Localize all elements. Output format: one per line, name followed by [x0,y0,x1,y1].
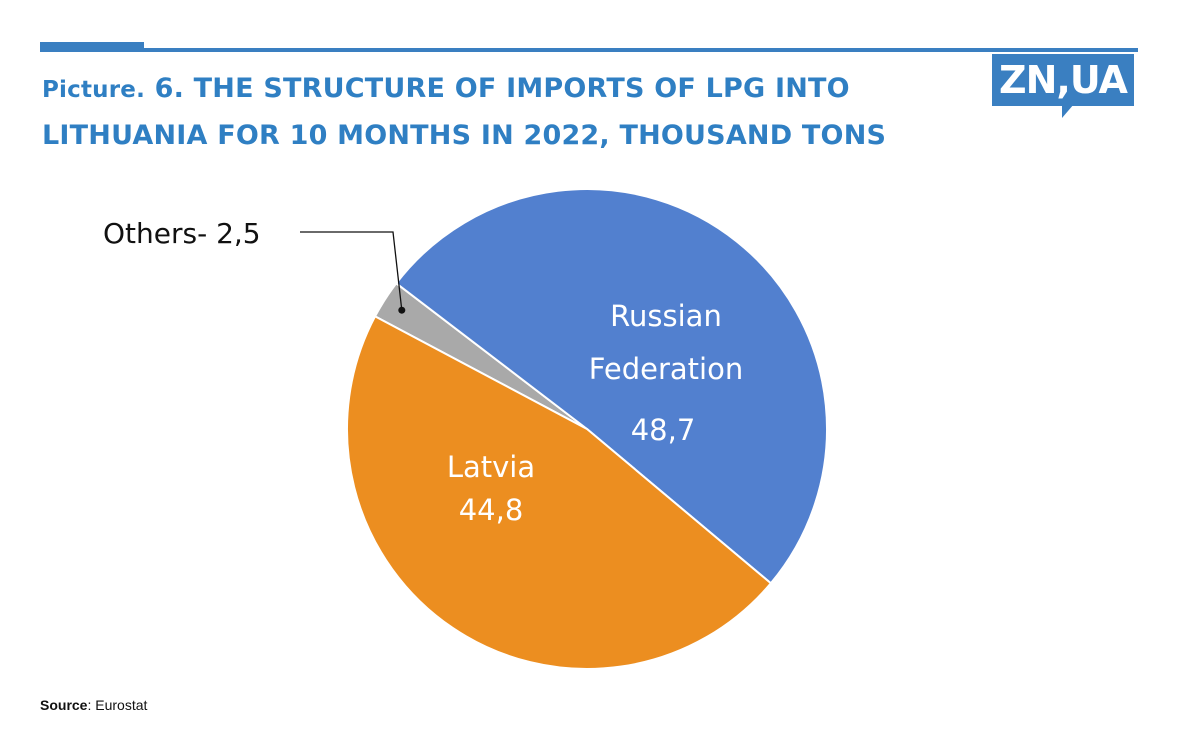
slice-value-latvia: 44,8 [459,493,524,527]
source-note: Source: Eurostat [40,697,147,713]
source-label: Source [40,697,88,713]
pie-slice-russian-federation [394,188,829,585]
header-rule [40,48,1138,52]
source-text: : Eurostat [87,697,148,713]
slice-label-russian-federation-line-1: Russian [610,299,722,333]
slice-value-russian-federation: 48,7 [631,413,696,447]
others-leader-line [300,231,403,311]
chart-title-prefix: Picture. [42,77,146,103]
slice-label-others: Others- 2,5 [103,217,261,250]
chart-title: Picture. 6. THE STRUCTURE OF IMPORTS OF … [42,66,962,158]
header-rule-accent [40,42,144,52]
slice-label-russian-federation-line-2: Federation [589,352,743,386]
chart-title-main: 6. THE STRUCTURE OF IMPORTS OF LPG INTO … [42,73,887,151]
logo-text: ZN,UA [999,58,1128,102]
logo-speech-tail [1062,104,1074,118]
pie-slice-latvia [346,314,773,670]
slice-label-latvia: Latvia [447,450,535,484]
zn-ua-logo[interactable]: ZN,UA [992,54,1134,106]
